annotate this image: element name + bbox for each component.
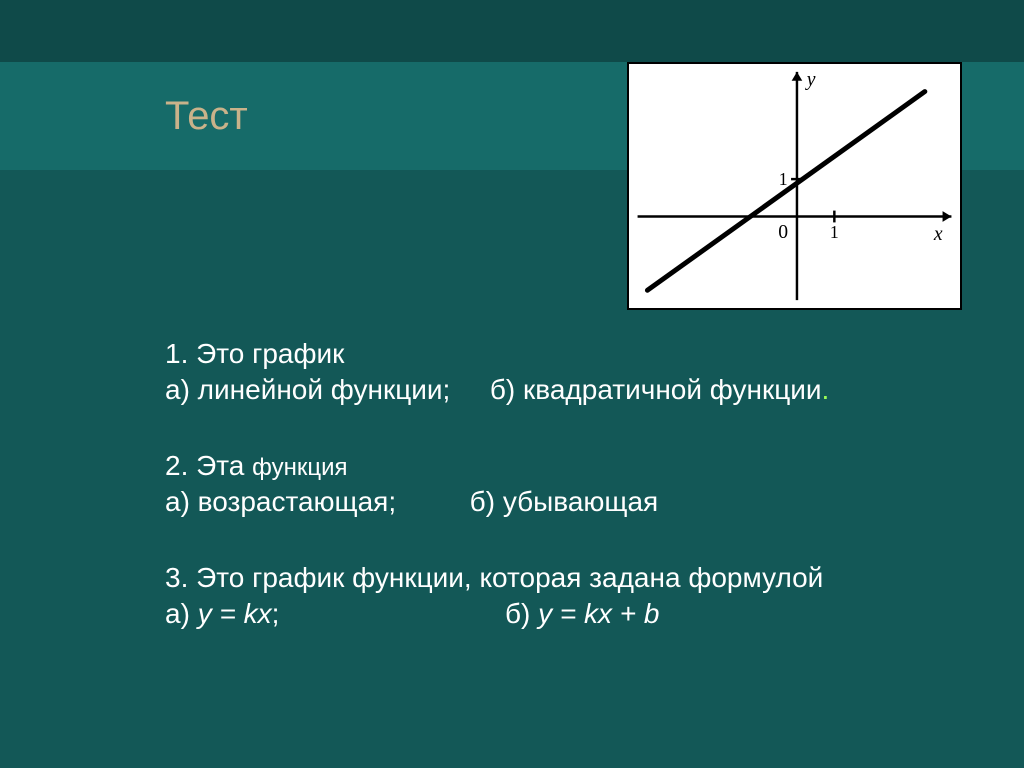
- q3-option-a-fn: у = kх: [198, 598, 272, 629]
- q2-options: а) возрастающая; б) убывающая: [165, 486, 984, 518]
- svg-text:1: 1: [779, 169, 788, 189]
- q1-period: .: [822, 374, 830, 405]
- q3-options: а) у = kх; б) у = kх + b: [165, 598, 984, 630]
- q2-prompt: 2. Эта функция: [165, 450, 984, 482]
- q2-option-b: б) убывающая: [470, 486, 659, 517]
- q3-option-b-pre: б): [505, 598, 538, 629]
- q1-options: а) линейной функции; б) квадратичной фун…: [165, 374, 984, 406]
- svg-text:1: 1: [830, 222, 839, 242]
- q2-option-a: а) возрастающая;: [165, 486, 396, 518]
- svg-text:0: 0: [778, 221, 788, 243]
- q3-option-a-post: ;: [272, 598, 280, 629]
- linear-function-graph: y x 0 1 1: [627, 62, 962, 310]
- graph-svg: y x 0 1 1: [629, 64, 960, 308]
- q2-prompt-text: 2. Эта: [165, 450, 252, 481]
- q3-option-b-fn: у = kх + b: [538, 598, 659, 629]
- q3-option-a-pre: а): [165, 598, 198, 629]
- q3-prompt: 3. Это график функции, которая задана фо…: [165, 562, 984, 594]
- svg-text:y: y: [805, 69, 816, 91]
- q2-prompt-em: функция: [252, 454, 347, 481]
- q1-option-a: а) линейной функции;: [165, 374, 450, 406]
- page-title: Тест: [165, 94, 248, 139]
- svg-text:x: x: [933, 223, 943, 245]
- q1-prompt: 1. Это график: [165, 338, 984, 370]
- q1-option-b: б) квадратичной функции: [490, 374, 822, 405]
